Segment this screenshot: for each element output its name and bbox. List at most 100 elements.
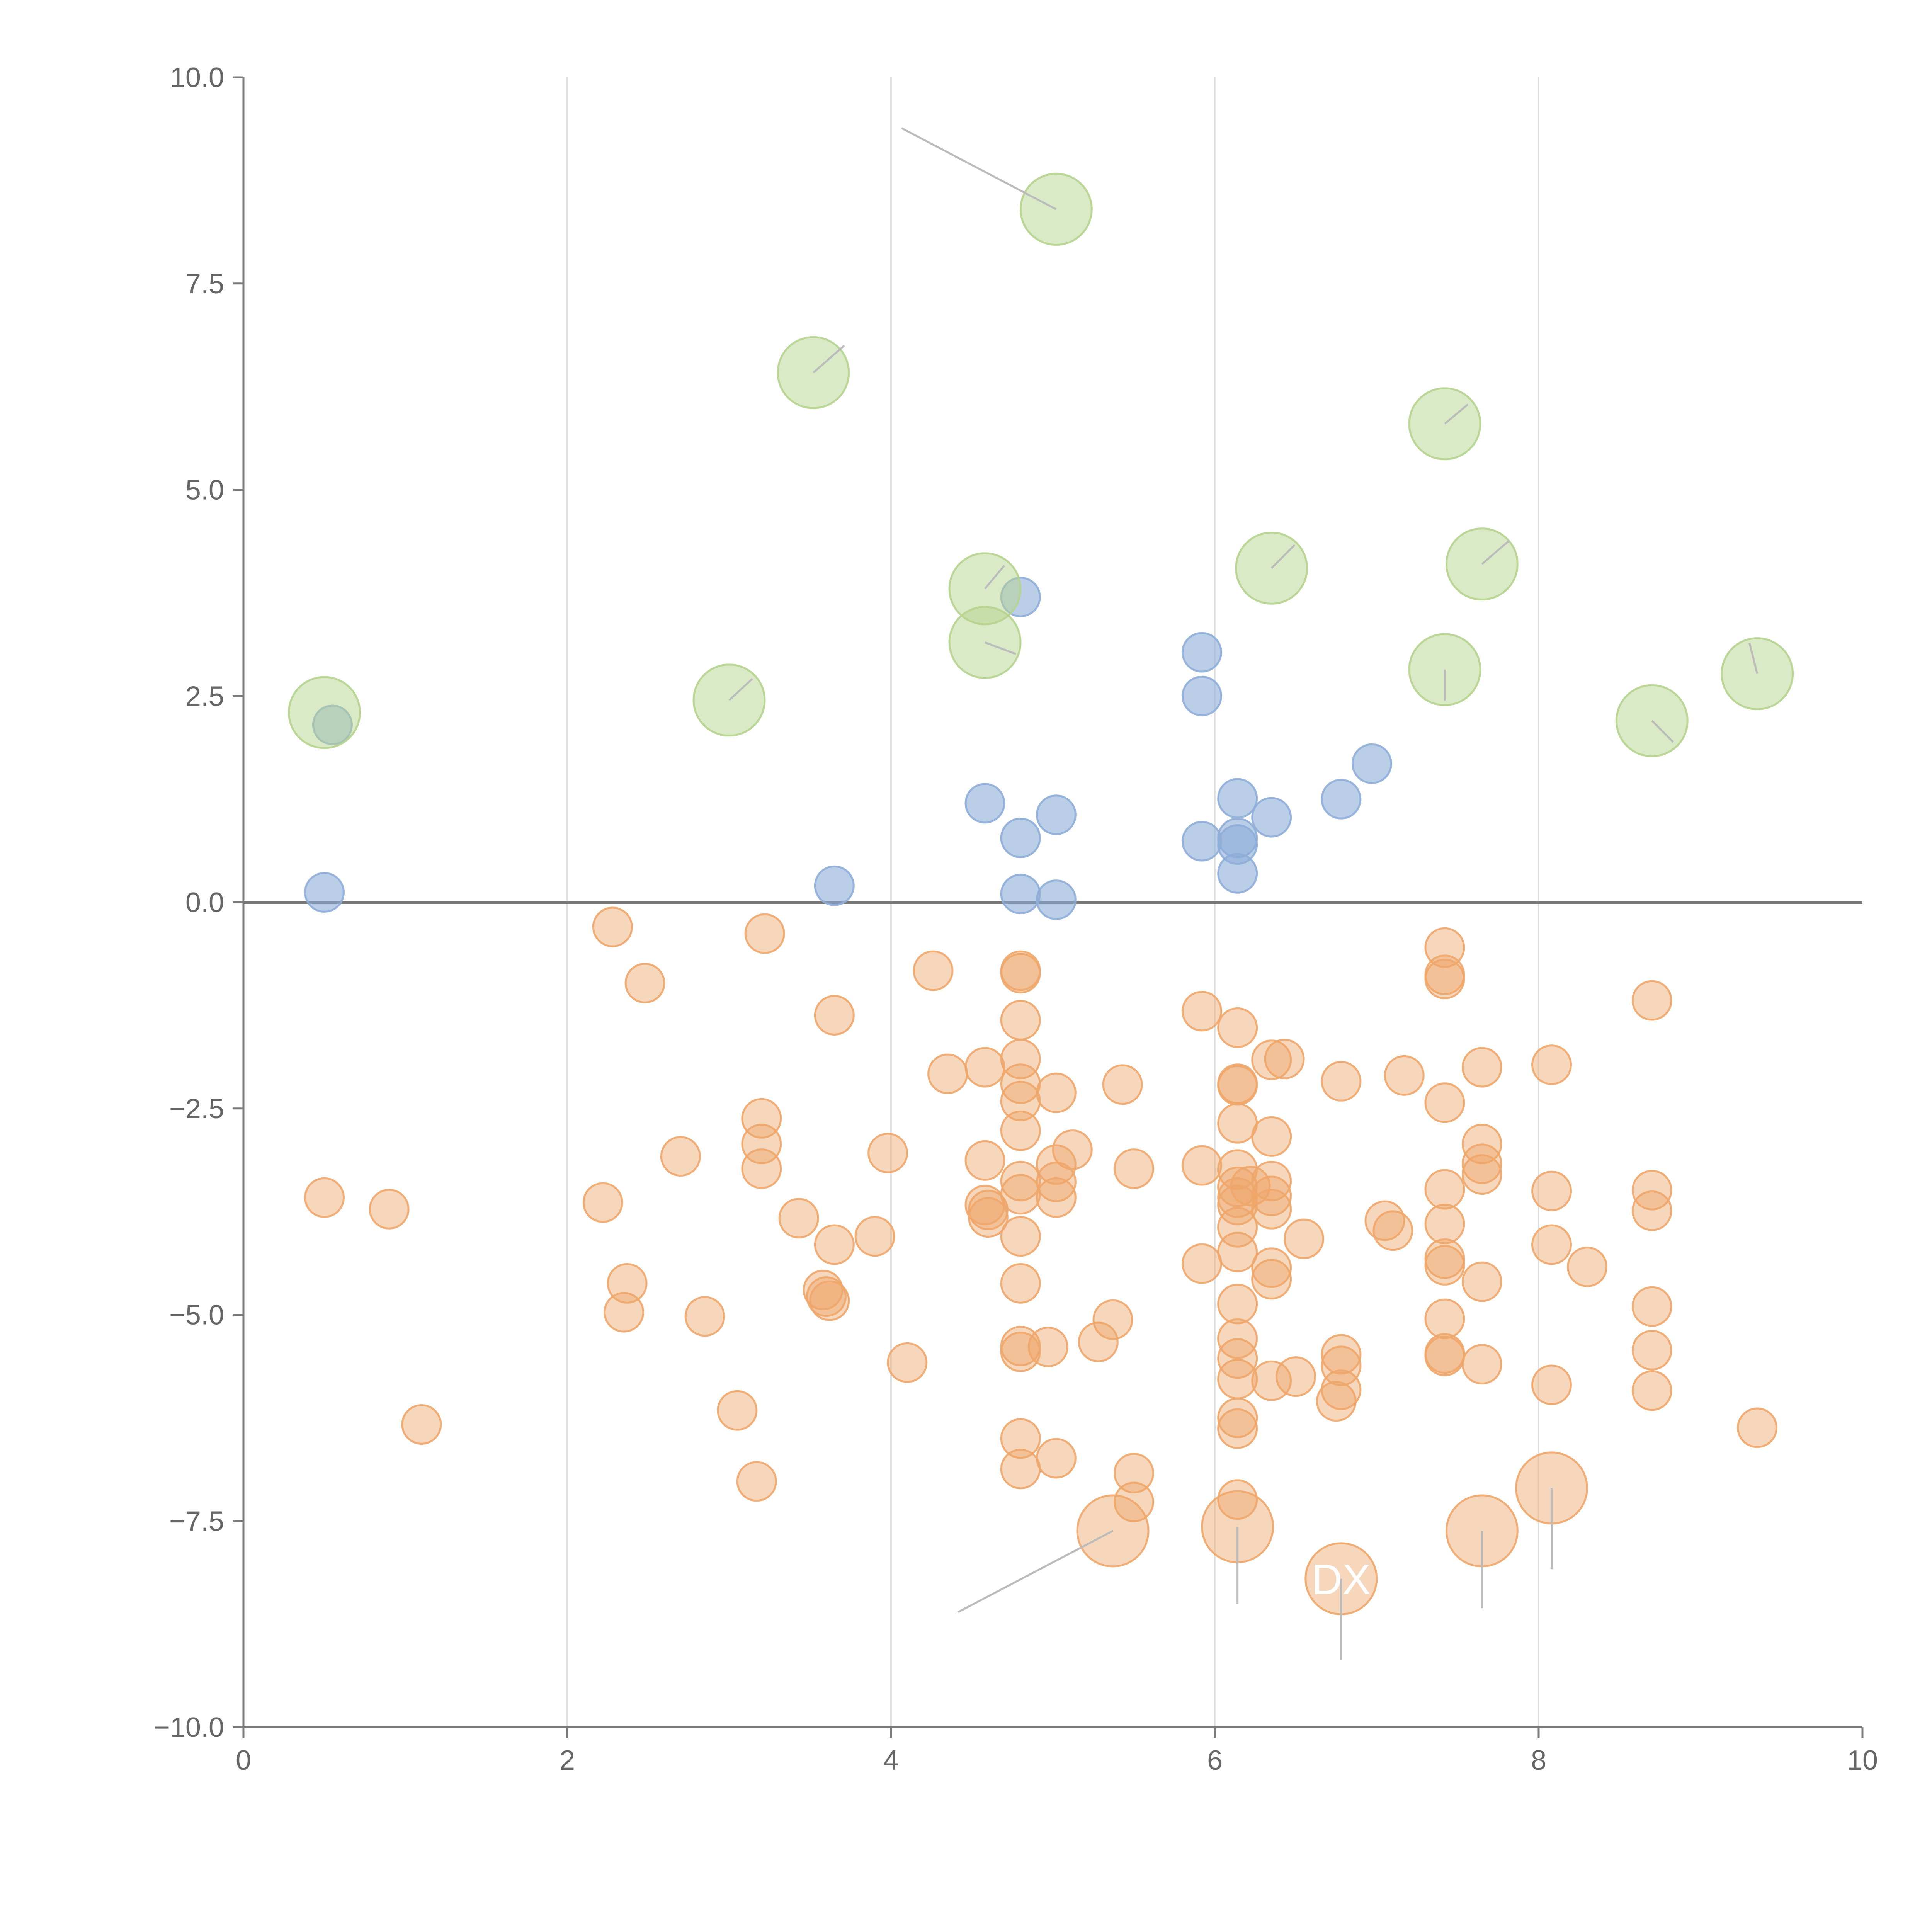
data-point-negative xyxy=(717,1390,758,1431)
data-point-negative xyxy=(1000,1263,1041,1304)
data-point-negative xyxy=(401,1404,442,1445)
data-point-negative xyxy=(1217,1065,1258,1106)
data-point-positive xyxy=(1000,874,1041,915)
data-point-negative xyxy=(913,950,954,991)
data-point-negative xyxy=(1461,1047,1502,1088)
data-point-negative xyxy=(1217,1397,1258,1438)
y-tick-label: 0.0 xyxy=(185,887,224,918)
data-point-negative xyxy=(968,1197,1009,1238)
data-point-negative xyxy=(809,1280,850,1321)
data-point-negative xyxy=(1461,1261,1502,1302)
data-point-negative xyxy=(1631,980,1672,1021)
data-point-negative xyxy=(1424,959,1465,1000)
data-point-negative xyxy=(1181,1145,1222,1186)
data-point-negative xyxy=(1181,991,1222,1032)
leader-line xyxy=(957,1530,1114,1613)
data-point-negative xyxy=(1217,1408,1258,1449)
annotation-lines xyxy=(728,127,1759,1660)
data-point-negative xyxy=(1036,1144,1077,1185)
data-point-negative xyxy=(1000,1039,1041,1080)
data-point-negative xyxy=(660,1136,701,1177)
data-point-negative xyxy=(684,1296,725,1337)
data-point-negative xyxy=(369,1189,410,1230)
data-point-negative xyxy=(1000,1000,1041,1041)
data-point-positive xyxy=(1181,821,1222,862)
data-point-negative xyxy=(1321,1369,1362,1410)
data-point-negative xyxy=(1424,1082,1465,1123)
data-point-negative xyxy=(1251,1259,1292,1300)
data-point-negative xyxy=(1251,1039,1292,1080)
data-point-negative xyxy=(1052,1129,1093,1170)
leader-line xyxy=(1748,642,1759,674)
data-point-negative xyxy=(1251,1116,1292,1157)
leader-line xyxy=(985,641,1016,655)
data-point-negative xyxy=(1461,1344,1502,1385)
data-point-negative xyxy=(1217,1007,1258,1048)
data-point-negative xyxy=(592,906,633,947)
x-tick-label: 10 xyxy=(1847,1745,1878,1776)
data-point-negative xyxy=(1461,1143,1502,1184)
annotation-labels: DX xyxy=(1311,1556,1371,1604)
data-point-positive xyxy=(1000,817,1041,858)
leader-line xyxy=(1270,544,1296,569)
data-point-negative xyxy=(1217,1479,1258,1520)
data-point-negative xyxy=(1283,1218,1324,1259)
data-point-negative xyxy=(1217,1103,1258,1144)
data-point-negative xyxy=(1114,1452,1154,1493)
data-point-negative xyxy=(927,1053,968,1094)
data-point-negative xyxy=(887,1342,928,1383)
data-point-negative xyxy=(1181,1243,1222,1284)
axes: 0 2 4 6 8 10 −10.0 −7.5 −5.0 −2.5 0.0 2.5 5.0 7.5 10.0 xyxy=(154,62,1878,1776)
data-point-negative xyxy=(814,995,855,1036)
y-tick-label: −5.0 xyxy=(169,1300,224,1331)
x-tick-label: 4 xyxy=(883,1745,899,1776)
data-point-negative xyxy=(964,1140,1005,1181)
data-point-negative xyxy=(304,1177,345,1218)
data-point-negative xyxy=(736,1461,777,1502)
data-point-negative xyxy=(1737,1407,1778,1448)
data-point-negative xyxy=(1531,1044,1572,1085)
data-point-negative xyxy=(1424,1335,1465,1376)
data-point-negative xyxy=(1036,1072,1077,1113)
leader-line xyxy=(984,565,1005,590)
data-point-negative xyxy=(1102,1064,1143,1105)
data-point-negative xyxy=(1424,1298,1465,1339)
y-tick-label: −2.5 xyxy=(169,1094,224,1124)
data-point-negative xyxy=(1000,1161,1041,1202)
data-point-negative xyxy=(1461,1154,1502,1195)
data-point-positive xyxy=(1181,675,1222,716)
data-point-negative xyxy=(582,1182,623,1223)
data-point-negative xyxy=(1531,1170,1572,1211)
data-point-negative xyxy=(1251,1161,1292,1202)
data-point-positive xyxy=(1217,853,1258,894)
data-point-negative xyxy=(1424,1169,1465,1210)
data-point-negative xyxy=(1027,1327,1068,1367)
y-tick-label: 7.5 xyxy=(185,269,224,299)
y-tick-label: −7.5 xyxy=(169,1506,224,1537)
data-point-negative xyxy=(744,913,785,954)
data-point-negative xyxy=(1251,1247,1292,1288)
data-point-positive xyxy=(1251,797,1292,838)
x-tick-label: 8 xyxy=(1531,1745,1546,1776)
y-tick-label: 10.0 xyxy=(170,62,224,93)
data-points xyxy=(288,173,1794,1616)
data-point-positive xyxy=(1321,779,1362,820)
data-point-negative xyxy=(1000,1174,1041,1215)
data-point-negative xyxy=(1251,1189,1292,1230)
data-point-positive xyxy=(1351,743,1392,784)
data-point-negative xyxy=(1631,1370,1672,1411)
data-point-negative xyxy=(1631,1170,1672,1211)
data-point-negative xyxy=(1000,953,1041,994)
data-point-negative xyxy=(1000,1449,1041,1490)
data-point-negative xyxy=(1384,1055,1425,1096)
y-tick-label: −10.0 xyxy=(154,1712,224,1743)
leader-line xyxy=(728,678,753,701)
data-point-negative xyxy=(1217,1284,1258,1325)
data-point-negative xyxy=(803,1269,844,1310)
data-point-negative xyxy=(1631,1190,1672,1231)
data-point-negative xyxy=(1631,1330,1672,1371)
data-point-negative xyxy=(1000,1418,1041,1459)
data-point-negative xyxy=(1114,1148,1154,1189)
data-point-negative xyxy=(741,1124,782,1165)
